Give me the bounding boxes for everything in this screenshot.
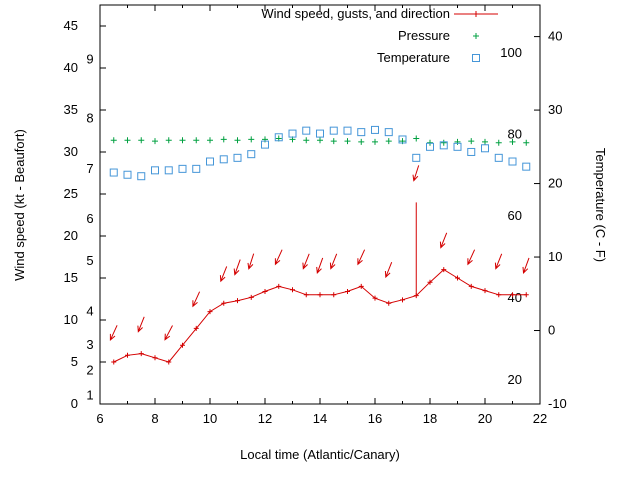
wind-arrow [357,249,366,266]
pressure-series [110,135,530,146]
wind-arrow [439,232,448,249]
wind-arrow [109,325,118,341]
svg-text:10: 10 [64,312,78,327]
svg-text:5: 5 [86,253,93,268]
wind-arrow [522,257,530,274]
svg-text:-10: -10 [548,396,567,411]
wind-arrow [192,291,201,308]
svg-text:Wind speed, gusts, and directi: Wind speed, gusts, and direction [261,6,450,21]
svg-text:18: 18 [423,411,437,426]
wind-arrow [329,253,338,270]
wind-arrow [164,325,173,341]
svg-text:25: 25 [64,186,78,201]
right-axis: -10 0 10 20 30 40 [534,29,567,411]
svg-text:10: 10 [548,249,562,264]
x-axis-title: Local time (Atlantic/Canary) [240,447,400,462]
svg-text:22: 22 [533,411,547,426]
svg-text:1: 1 [86,388,93,403]
wind-arrow [233,259,241,276]
svg-text:80: 80 [508,126,522,141]
temperature-series [109,125,531,181]
svg-text:2: 2 [86,362,93,377]
svg-text:12: 12 [258,411,272,426]
wind-arrow [384,262,393,279]
svg-text:20: 20 [548,176,562,191]
svg-text:3: 3 [86,337,93,352]
svg-text:20: 20 [478,411,492,426]
svg-text:5: 5 [71,354,78,369]
fahrenheit-scale-labels: 20 40 60 80 100 [500,45,522,387]
beaufort-scale-labels: 1 2 3 4 5 6 7 8 9 [86,52,93,403]
svg-text:100: 100 [500,45,522,60]
wind-arrow [219,266,228,283]
svg-text:Pressure: Pressure [398,28,450,43]
svg-text:9: 9 [86,52,93,67]
svg-text:Temperature: Temperature [377,50,450,65]
svg-text:45: 45 [64,18,78,33]
svg-text:20: 20 [508,372,522,387]
svg-text:40: 40 [64,60,78,75]
svg-text:6: 6 [86,211,93,226]
svg-text:40: 40 [548,29,562,44]
wind-arrow [467,249,476,266]
svg-text:14: 14 [313,411,327,426]
svg-text:6: 6 [96,411,103,426]
svg-text:8: 8 [86,110,93,125]
wind-series [111,202,529,365]
svg-text:4: 4 [86,304,93,319]
plot-border [99,4,541,405]
svg-text:35: 35 [64,102,78,117]
wind-arrow [302,253,310,270]
right-axis-title: Temperature (C - F) [593,147,608,263]
left-axis-title: Wind speed (kt - Beaufort) [12,129,27,281]
svg-text:0: 0 [548,323,555,338]
wind-arrow [137,316,145,333]
svg-text:15: 15 [64,270,78,285]
svg-text:30: 30 [548,102,562,117]
wind-arrow [494,253,503,270]
x-axis: 6 8 10 12 14 16 18 20 22 [96,5,547,426]
svg-text:8: 8 [151,411,158,426]
svg-text:16: 16 [368,411,382,426]
wind-arrow [274,249,283,266]
wind-arrow [316,257,324,274]
wind-arrow [412,165,420,182]
wind-direction-arrows [109,165,530,341]
svg-text:0: 0 [71,396,78,411]
svg-text:20: 20 [64,228,78,243]
svg-text:10: 10 [203,411,217,426]
wind-speed-line [113,268,527,363]
legend: Wind speed, gusts, and direction Pressure… [261,6,498,65]
wind-arrow [247,253,255,270]
svg-text:60: 60 [508,208,522,223]
svg-text:30: 30 [64,144,78,159]
svg-text:40: 40 [508,290,522,305]
svg-text:7: 7 [86,161,93,176]
